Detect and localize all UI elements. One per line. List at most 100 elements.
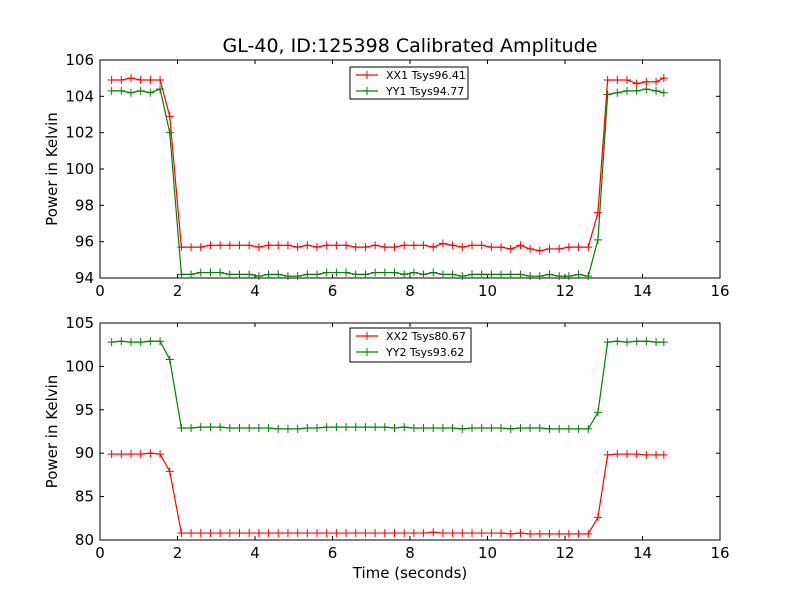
data-point <box>380 423 389 432</box>
data-point <box>477 529 486 538</box>
data-point <box>429 243 438 252</box>
data-point <box>322 268 331 277</box>
data-point <box>526 424 535 433</box>
data-point <box>216 423 225 432</box>
data-point <box>245 241 254 250</box>
data-point <box>380 529 389 538</box>
y-tick-label: 100 <box>65 357 94 375</box>
data-point <box>146 449 155 458</box>
data-point <box>351 270 360 279</box>
data-point <box>652 450 661 459</box>
data-point <box>623 75 631 84</box>
data-point <box>632 337 641 346</box>
data-point <box>342 529 351 538</box>
data-point <box>303 529 312 538</box>
data-point <box>409 241 418 250</box>
data-point <box>107 75 116 84</box>
y-tick-label: 102 <box>65 124 94 142</box>
data-point <box>564 529 573 538</box>
data-point <box>127 74 135 83</box>
data-point <box>196 423 205 432</box>
data-point <box>487 424 496 433</box>
data-point <box>342 268 351 277</box>
data-point <box>632 79 641 88</box>
data-point <box>516 529 525 538</box>
y-tick-label: 85 <box>75 488 94 506</box>
data-point <box>146 88 155 97</box>
data-point <box>516 241 525 250</box>
data-point <box>245 529 254 538</box>
data-point <box>497 243 506 252</box>
data-point <box>603 90 612 99</box>
data-point <box>400 241 409 250</box>
data-point <box>117 86 126 95</box>
data-point <box>216 529 225 538</box>
data-point <box>332 268 341 277</box>
data-point <box>429 268 438 277</box>
data-point <box>187 529 196 538</box>
data-point <box>156 337 165 346</box>
data-point <box>642 450 651 459</box>
data-point <box>574 529 583 538</box>
data-point <box>603 338 612 347</box>
data-point <box>497 529 506 538</box>
data-point <box>438 424 447 433</box>
data-point <box>117 75 126 84</box>
data-point <box>419 424 428 433</box>
data-point <box>458 243 467 252</box>
legend-marker <box>363 332 371 340</box>
data-point <box>313 270 321 279</box>
x-tick-label: 8 <box>405 282 415 300</box>
data-point <box>659 338 668 347</box>
data-point <box>516 270 525 279</box>
data-point <box>380 268 389 277</box>
data-point <box>458 272 467 281</box>
data-point <box>127 338 135 347</box>
data-point <box>659 450 668 459</box>
data-point <box>516 424 525 433</box>
y-tick-label: 104 <box>65 87 94 105</box>
data-point <box>274 424 283 433</box>
data-point <box>206 241 215 250</box>
data-point <box>177 529 186 538</box>
data-point <box>216 268 225 277</box>
data-point <box>468 424 476 433</box>
data-point <box>613 88 622 97</box>
data-point <box>332 529 341 538</box>
data-point <box>593 235 602 244</box>
data-point <box>245 424 254 433</box>
data-point <box>254 424 263 433</box>
data-point <box>623 450 631 459</box>
y-tick-label: 90 <box>75 444 94 462</box>
data-point <box>156 75 165 84</box>
data-point <box>264 424 273 433</box>
data-point <box>371 268 380 277</box>
data-point <box>351 529 360 538</box>
data-point <box>156 450 165 459</box>
x-tick-label: 6 <box>328 282 338 300</box>
data-point <box>264 270 273 279</box>
data-point <box>487 529 496 538</box>
data-point <box>555 424 564 433</box>
data-point <box>506 244 515 253</box>
y-tick-label: 105 <box>65 314 94 332</box>
data-point <box>468 270 476 279</box>
legend-box <box>349 66 469 100</box>
legend-label: YY1 Tsys94.77 <box>385 85 464 98</box>
data-point <box>196 268 205 277</box>
data-point <box>564 424 573 433</box>
data-point <box>613 75 622 84</box>
data-point <box>136 75 145 84</box>
data-point <box>642 77 651 86</box>
data-point <box>584 529 593 538</box>
data-point <box>409 529 418 538</box>
data-point <box>642 337 651 346</box>
data-point <box>361 243 370 252</box>
data-point <box>293 243 302 252</box>
data-point <box>361 270 370 279</box>
data-point <box>235 270 244 279</box>
data-point <box>632 86 641 95</box>
data-point <box>477 241 486 250</box>
series-line-0 <box>111 452 664 535</box>
